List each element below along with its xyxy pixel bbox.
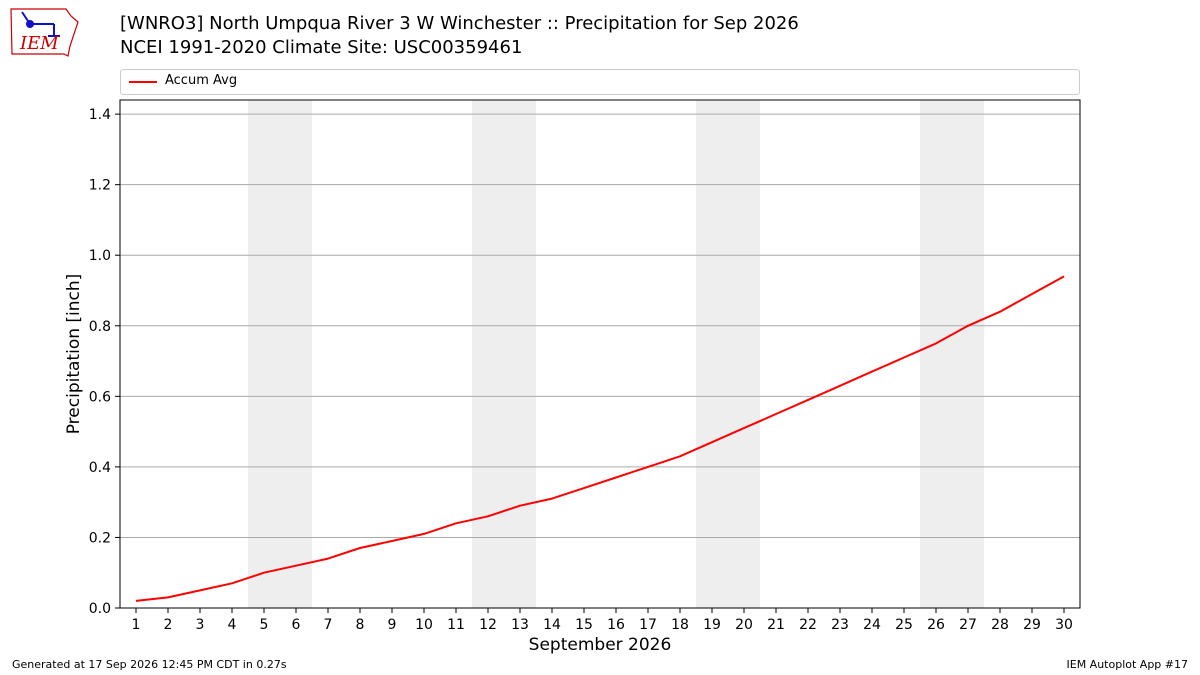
x-tick-label: 15 bbox=[575, 617, 593, 633]
autoplot-app-label: IEM Autoplot App #17 bbox=[1066, 658, 1189, 671]
x-tick-label: 29 bbox=[1023, 617, 1041, 633]
x-tick-label: 26 bbox=[927, 617, 945, 633]
y-tick-label: 0.6 bbox=[89, 389, 111, 405]
series-line-accum-avg bbox=[135, 275, 1065, 602]
y-tick-label: 1.4 bbox=[89, 107, 111, 123]
iem-logo: IEM bbox=[10, 8, 79, 57]
x-tick-label: 2 bbox=[164, 617, 173, 633]
x-axis-label: September 2026 bbox=[529, 635, 672, 655]
x-tick-label: 21 bbox=[767, 617, 785, 633]
x-tick-label: 4 bbox=[228, 617, 237, 633]
generated-timestamp: Generated at 17 Sep 2026 12:45 PM CDT in… bbox=[12, 658, 287, 671]
x-tick-label: 22 bbox=[799, 617, 817, 633]
y-tick-label: 0.2 bbox=[89, 530, 111, 546]
y-axis-label: Precipitation [inch] bbox=[64, 274, 84, 435]
weather-station-icon bbox=[21, 11, 60, 37]
x-tick-label: 23 bbox=[831, 617, 849, 633]
x-tick-label: 24 bbox=[863, 617, 881, 633]
x-tick-label: 20 bbox=[735, 617, 753, 633]
x-tick-label: 3 bbox=[196, 617, 205, 633]
legend-swatch-accum-avg bbox=[129, 81, 157, 83]
y-tick-label: 1.0 bbox=[89, 248, 111, 264]
y-tick-label: 0.4 bbox=[89, 460, 111, 476]
x-tick-label: 6 bbox=[292, 617, 301, 633]
x-tick-label: 25 bbox=[895, 617, 913, 633]
x-tick-label: 14 bbox=[543, 617, 561, 633]
x-tick-label: 17 bbox=[639, 617, 657, 633]
legend-label-accum-avg: Accum Avg bbox=[165, 73, 238, 88]
weekend-band-2 bbox=[472, 100, 536, 608]
x-tick-label: 27 bbox=[959, 617, 977, 633]
y-tick-label: 0.8 bbox=[89, 319, 111, 335]
x-tick-label: 30 bbox=[1055, 617, 1073, 633]
x-tick-label: 16 bbox=[607, 617, 625, 633]
x-tick-label: 9 bbox=[388, 617, 397, 633]
weekend-band-1 bbox=[248, 100, 312, 608]
logo-text: IEM bbox=[19, 33, 59, 54]
x-tick-label: 12 bbox=[479, 617, 497, 633]
x-tick-label: 7 bbox=[324, 617, 333, 633]
x-tick-label: 8 bbox=[356, 617, 365, 633]
y-tick-label: 1.2 bbox=[89, 178, 111, 194]
axes-frame bbox=[119, 99, 1081, 609]
x-tick-label: 19 bbox=[703, 617, 721, 633]
plot-area bbox=[120, 100, 1080, 608]
chart-title: [WNRO3] North Umpqua River 3 W Wincheste… bbox=[120, 13, 799, 34]
x-tick-label: 28 bbox=[991, 617, 1009, 633]
weekend-band-3 bbox=[696, 100, 760, 608]
weekend-band-4 bbox=[920, 100, 984, 608]
legend: Accum Avg bbox=[120, 69, 1080, 95]
y-tick-label: 0.0 bbox=[89, 601, 111, 617]
x-tick-label: 13 bbox=[511, 617, 529, 633]
chart-subtitle: NCEI 1991-2020 Climate Site: USC00359461 bbox=[120, 37, 523, 58]
x-tick-label: 11 bbox=[447, 617, 465, 633]
x-tick-label: 5 bbox=[260, 617, 269, 633]
x-tick-label: 18 bbox=[671, 617, 689, 633]
x-tick-label: 1 bbox=[132, 617, 141, 633]
x-tick-label: 10 bbox=[415, 617, 433, 633]
iowa-outline-shape bbox=[10, 8, 79, 57]
